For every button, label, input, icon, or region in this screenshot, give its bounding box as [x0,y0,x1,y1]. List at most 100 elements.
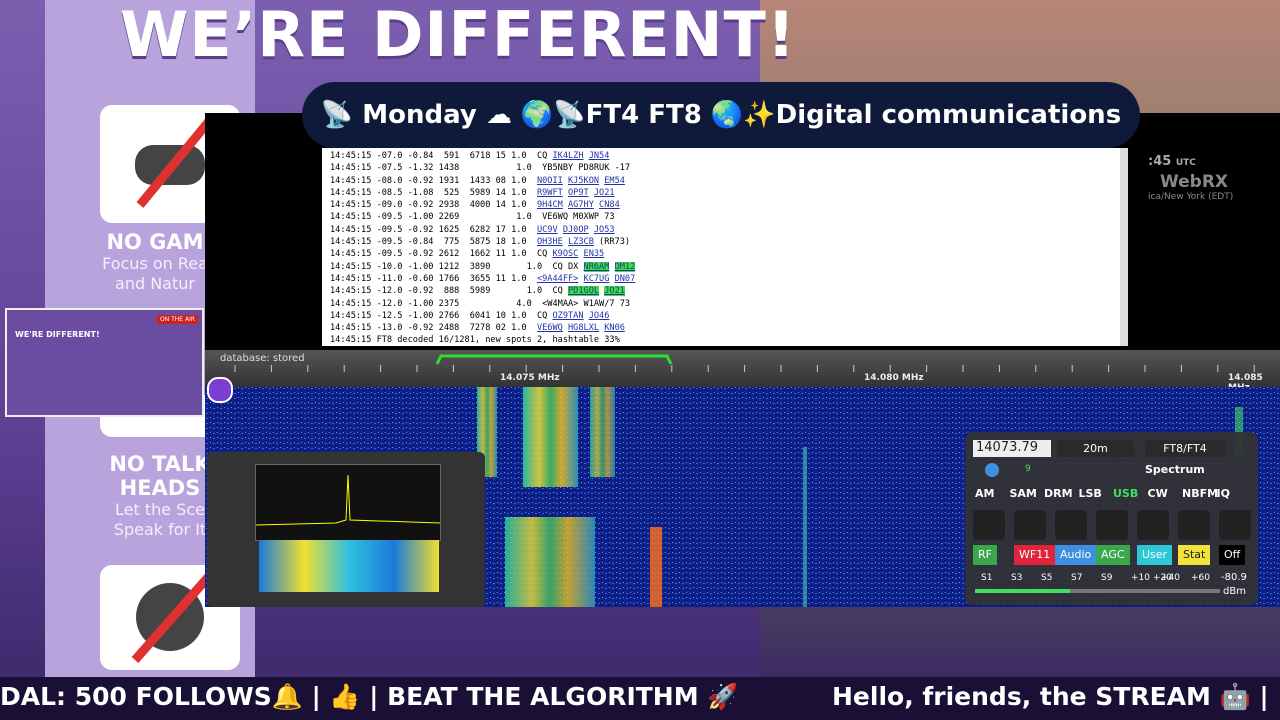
log-link[interactable]: JN54 [588,151,610,161]
log-row: 14:45:15 -08.0 -0.92 1931 1433 08 1.0 N0… [330,175,1112,187]
log-link[interactable]: EM54 [604,175,625,186]
log-link[interactable]: JO21 [593,187,615,198]
log-link[interactable]: N0OII [536,175,563,186]
log-link[interactable]: JO53 [593,224,615,235]
log-link[interactable]: DN07 [614,273,636,284]
analyzer-waterfall [259,540,439,592]
mode-button[interactable]: IQ [1216,487,1230,500]
play-button[interactable] [207,377,233,403]
band-select[interactable]: 20m [1057,440,1134,457]
log-row: 14:45:15 -08.5 -1.08 525 5989 14 1.0 R9W… [330,187,1112,199]
mode-button[interactable]: USB [1113,487,1139,500]
mode-button[interactable]: CW [1147,487,1168,500]
log-link[interactable]: OP9T [568,187,589,198]
log-row: 14:45:15 -12.0 -0.92 888 5989 1.0 CQ PD1G… [330,285,1112,297]
log-plain: 14:45:15 -07.0 -0.84 591 6718 15 1.0 CQ [330,151,548,161]
meter-fill [975,589,1070,593]
log-row: 14:45:15 -13.0 -0.92 2488 7278 02 1.0 VE… [330,322,1112,334]
log-row: 14:45:15 FT8 decoded 16/1281, new spots … [330,334,1112,346]
log-spot[interactable]: JO21 [604,286,625,297]
log-link[interactable]: KN06 [604,323,625,334]
badge-a [985,463,999,477]
meter-label: +10 +20 [1131,573,1172,583]
thumb-badge: ON THE AIR [157,315,199,324]
meter-label: +60 [1191,573,1210,583]
meter-label: S7 [1071,573,1083,583]
toggle-button[interactable]: Stat [1178,545,1211,565]
frequency-input[interactable]: 14073.79 [973,440,1051,457]
log-row: 14:45:15 -12.5 -1.00 2766 6041 10 1.0 CQ… [330,310,1112,322]
toggle-button[interactable]: Off [1219,545,1246,565]
timezone: ica/New York (EDT) [1148,192,1234,202]
tool-button[interactable] [1096,510,1128,540]
log-link[interactable]: EN35 [583,249,605,260]
meter-label: S3 [1011,573,1023,583]
time: :45 [1148,154,1172,169]
toggle-button[interactable]: AGC [1096,545,1130,565]
log-link[interactable]: R9WFT [536,187,563,198]
log-plain: 14:45:15 -08.0 -0.92 1931 1433 08 1.0 [330,175,532,186]
mode-button[interactable]: SAM [1009,487,1037,500]
log-spot[interactable]: PD1GOL [568,286,600,297]
log-link[interactable]: VE6WQ [536,323,563,334]
tool-button[interactable] [1219,510,1251,540]
mode-button[interactable]: LSB [1078,487,1102,500]
mode-button[interactable]: DRM [1044,487,1073,500]
log-link[interactable]: AG7HY [568,200,594,211]
log-spot[interactable]: NR6AM [583,261,610,272]
log-row: 14:45:15 -09.5 -0.92 2612 1662 11 1.0 CQ… [330,248,1112,260]
log-plain: 14:45:15 -09.5 -0.92 2612 1662 11 1.0 CQ [330,249,548,260]
log-plain: (RR73) [599,237,631,248]
receiver-panel: 14073.79 20m FT8/FT4 9 Spectrum AM SAM DRM… [965,432,1258,605]
log-plain: 14:45:15 -08.5 -1.08 525 5989 14 1.0 [330,187,532,198]
tool-button[interactable] [1055,510,1087,540]
log-plain: 14:45:15 -11.0 -0.60 1766 3655 11 1.0 [330,273,532,284]
mode-button[interactable]: NBFM [1182,487,1219,500]
log-plain: 14:45:15 -09.5 -1.00 2269 1.0 VE6WQ M0XW… [330,212,615,223]
frequency-scale [205,350,1280,387]
tool-button[interactable] [1137,510,1169,540]
tool-button[interactable] [973,510,1005,540]
log-row: 14:45:15 -11.0 -0.60 1766 3655 11 1.0 <9… [330,273,1112,285]
log-link[interactable]: HG8LXL [568,323,600,334]
log-link[interactable]: K9OSC [552,249,579,260]
log-link[interactable]: UC9V [536,224,558,235]
log-spot[interactable]: DM12 [614,261,636,272]
spectrum-button[interactable]: Spectrum [1145,463,1205,476]
toggle-button[interactable]: WF11 [1014,545,1056,565]
card-text: Let the Sce [115,500,205,519]
toggle-button[interactable]: User [1137,545,1173,565]
log-link[interactable]: DJ0OP [562,224,589,235]
log-link[interactable]: IK4LZH [552,151,584,161]
mode-button[interactable]: AM [975,487,995,500]
log-link[interactable]: KJ5KON [568,175,600,186]
log-link[interactable]: CN84 [599,200,620,211]
icon [131,572,214,663]
log-link[interactable]: 9H4CM [536,200,563,211]
log-plain: 14:45:15 -09.5 -0.84 775 5875 18 1.0 [330,237,532,248]
log-link[interactable]: LZ3CB [568,237,594,248]
log-row: 14:45:15 -09.0 -0.92 2938 4000 14 1.0 9H… [330,199,1112,211]
level-unit: dBm [1223,586,1246,597]
icon [135,117,214,208]
card-text: Focus on Rea [102,254,208,273]
log-link[interactable]: KC7UG [583,273,610,284]
log-link[interactable]: JO46 [588,310,610,321]
meter-label: S1 [981,573,993,583]
meter-label: +40 [1161,573,1180,583]
log-link[interactable]: <9A44FF> [536,273,579,284]
tool-button[interactable] [1178,510,1210,540]
thumbnail: WE'RE DIFFERENT! ON THE AIR [5,308,204,417]
level: -80.9 [1221,572,1247,583]
log-row: 14:45:15 -07.5 -1.32 1438 1.0 YB5NBY PD8… [330,162,1112,174]
scale-ticks [234,354,1255,372]
log-link[interactable]: OH3HE [536,237,563,248]
toggle-button[interactable]: Audio [1055,545,1097,565]
tool-button[interactable] [1014,510,1046,540]
mode-select[interactable]: FT8/FT4 [1145,440,1225,457]
log-row: 14:45:15 -09.5 -0.84 775 5875 18 1.0 OH3… [330,236,1112,248]
badge-count: 9 [1025,464,1031,474]
toggle-button[interactable]: RF [973,545,997,565]
log-link[interactable]: OZ9TAN [552,310,584,321]
log-plain: 14:45:15 -12.0 -0.92 888 5989 1.0 CQ [330,286,563,297]
